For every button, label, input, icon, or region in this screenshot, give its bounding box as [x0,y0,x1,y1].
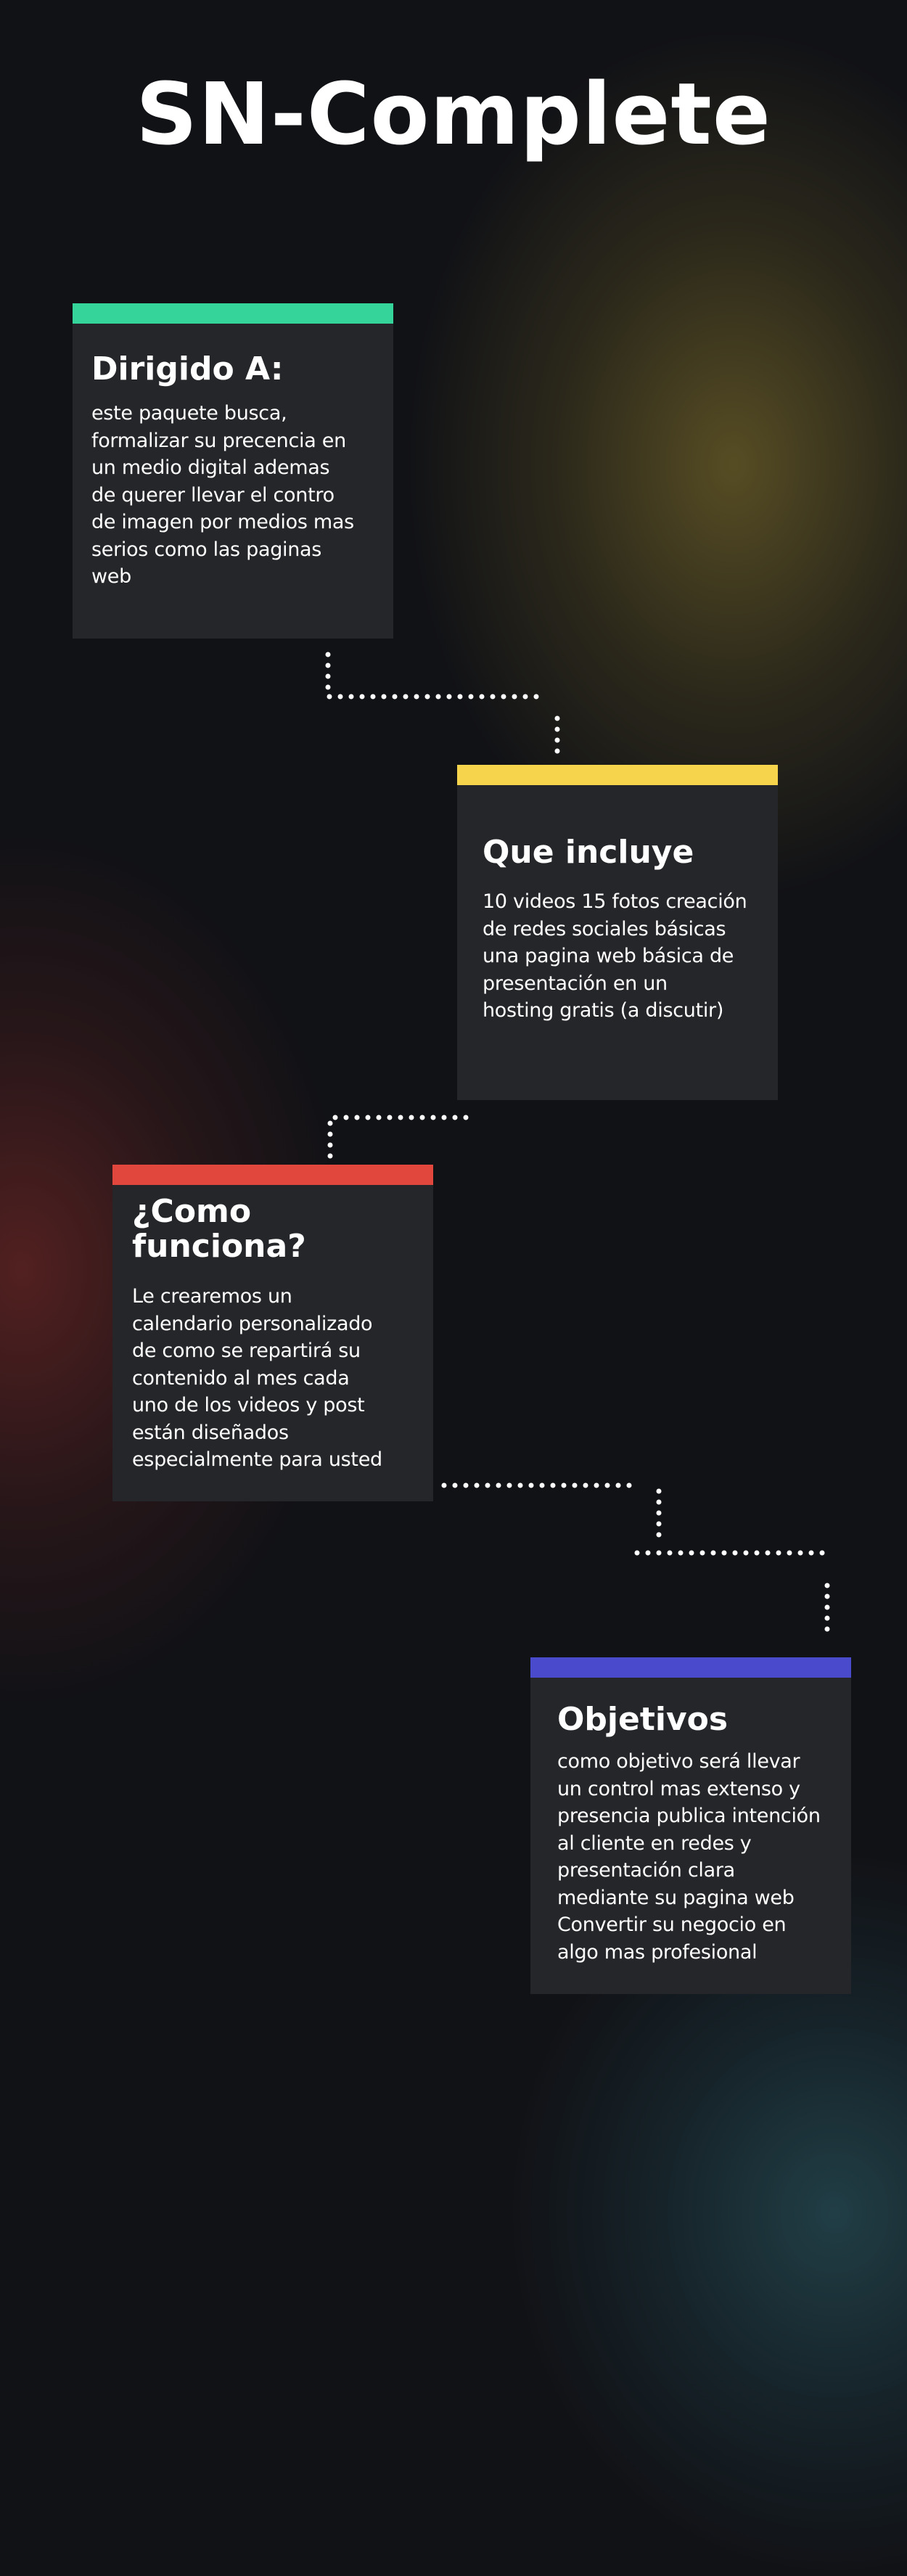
card-accent-bar [112,1165,433,1185]
card-accent-bar [73,303,393,324]
card-heading: Dirigido A: [91,350,284,387]
card-body: Le crearemos un calendario personalizado… [132,1285,382,1471]
card-objetivos: Objetivos como objetivo será llevar un c… [530,1657,851,1994]
card-heading: Que incluye [483,834,694,871]
connector-1 [325,652,540,700]
connector-2 [327,1115,469,1162]
card-body: 10 videos 15 fotos creación de redes soc… [483,890,747,1022]
page-title: SN-Complete [136,64,771,164]
card-que-incluye: Que incluye 10 videos 15 fotos creación … [457,765,778,1100]
dotted-connectors [325,652,832,1643]
card-accent-bar [530,1657,851,1678]
card-heading: Objetivos [557,1701,729,1738]
card-dirigido: Dirigido A: este paquete busca, formaliz… [73,303,393,639]
card-accent-bar [457,765,778,785]
card-body: este paquete busca, formalizar su precen… [91,402,354,588]
card-heading: ¿Como funciona? [132,1193,306,1265]
card-como-funciona: ¿Como funciona? Le crearemos un calendar… [112,1165,433,1501]
card-body: como objetivo será llevar un control mas… [557,1750,821,1964]
